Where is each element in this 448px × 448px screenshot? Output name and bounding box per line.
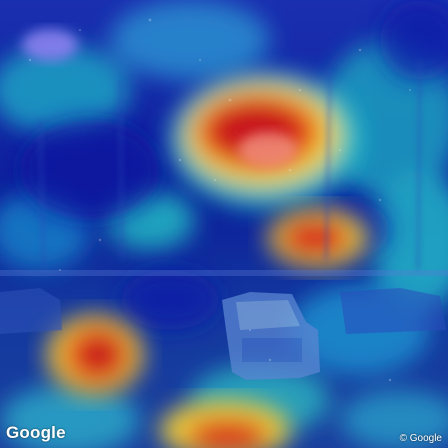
copyright-text: © Google <box>399 433 442 444</box>
google-logo: Google <box>6 423 66 442</box>
